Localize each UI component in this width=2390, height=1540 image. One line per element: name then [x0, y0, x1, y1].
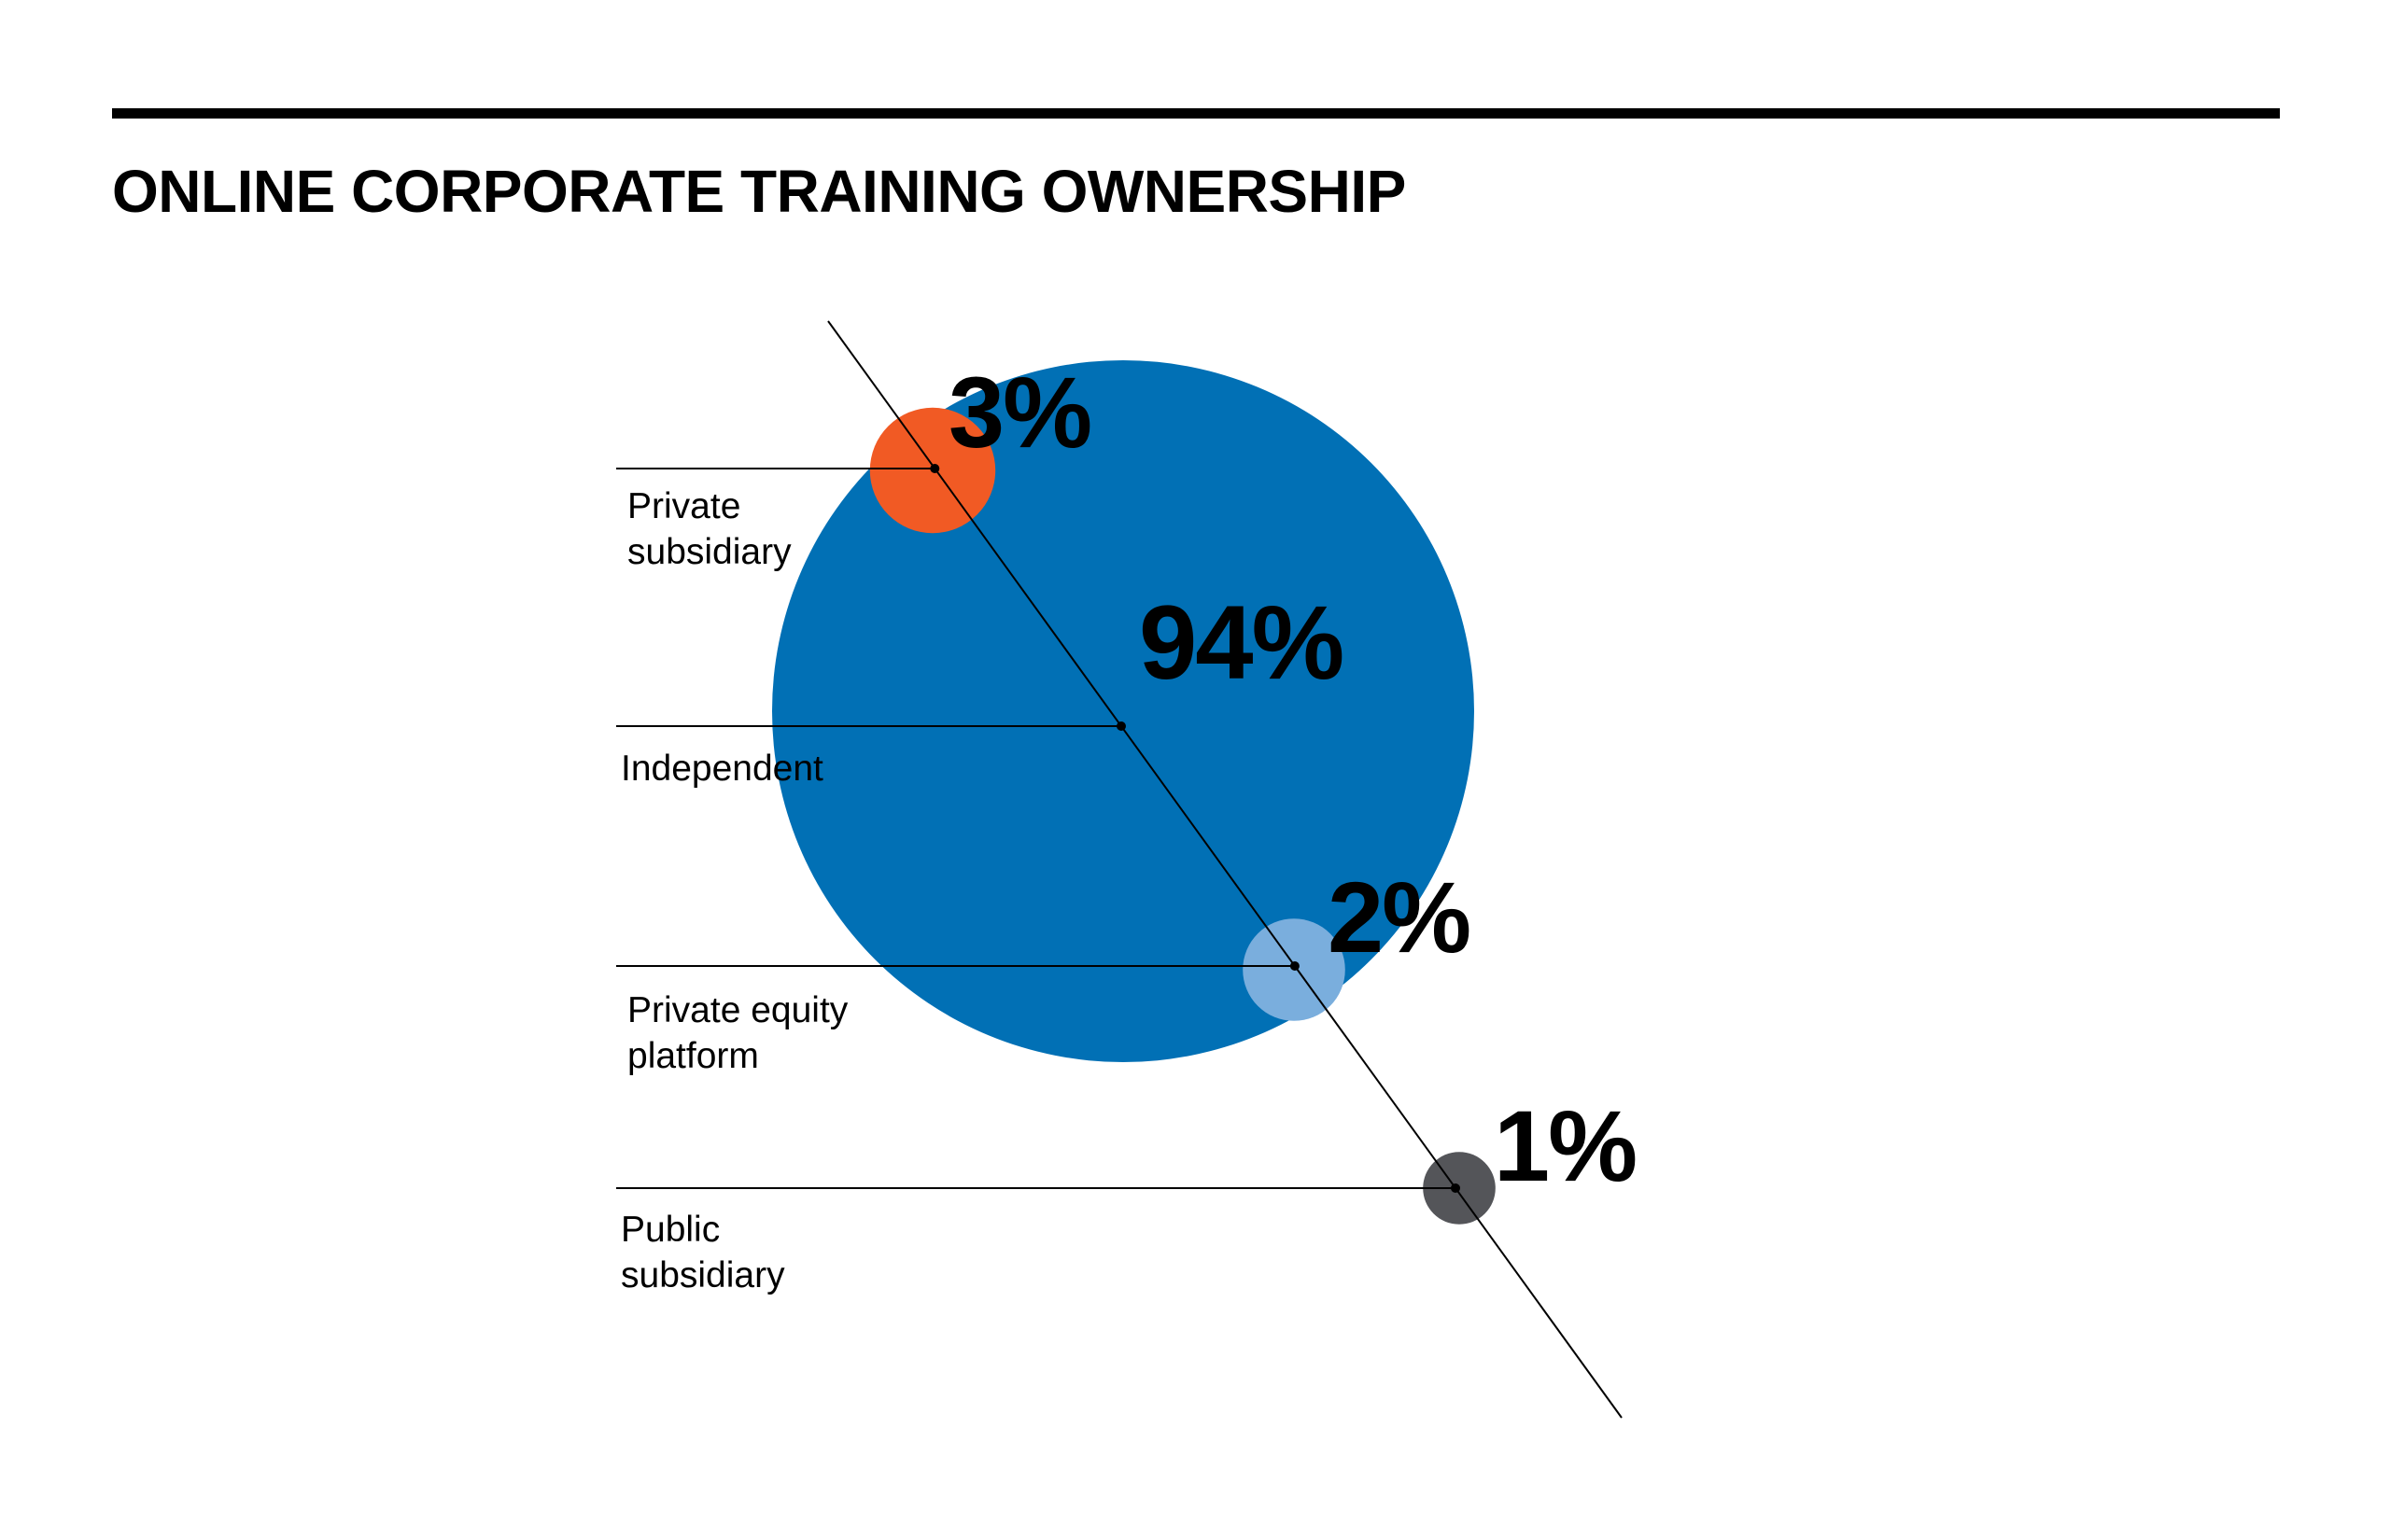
category-label-line: Independent [621, 749, 823, 789]
category-label-private-subsidiary: Private subsidiary [627, 486, 792, 572]
value-label-independent: 94% [1139, 584, 1343, 701]
category-label-line: Private [627, 486, 740, 526]
diagonal-guide-line [827, 320, 1623, 1419]
bubble-independent [772, 360, 1474, 1062]
category-label-line: subsidiary [627, 532, 792, 572]
category-label-line: Private equity [627, 990, 849, 1030]
value-label-private-subsidiary: 3% [949, 356, 1090, 469]
category-label-line: subsidiary [621, 1255, 785, 1295]
category-label-public-subsidiary: Public subsidiary [621, 1210, 785, 1295]
category-label-line: platform [627, 1036, 759, 1076]
category-label-private-equity-platform: Private equity platform [627, 990, 849, 1076]
category-label-line: Public [621, 1210, 720, 1250]
anchor-dot-private-equity-platform [1289, 961, 1300, 971]
anchor-dot-private-subsidiary [930, 464, 940, 473]
value-label-public-subsidiary: 1% [1494, 1089, 1636, 1202]
anchor-dot-public-subsidiary [1451, 1183, 1460, 1193]
chart-title: ONLINE CORPORATE TRAINING OWNERSHIP [112, 158, 1406, 225]
category-label-independent: Independent [621, 749, 823, 789]
anchor-dot-independent [1117, 721, 1126, 731]
top-rule [112, 108, 2280, 119]
value-label-private-equity-platform: 2% [1328, 861, 1469, 973]
